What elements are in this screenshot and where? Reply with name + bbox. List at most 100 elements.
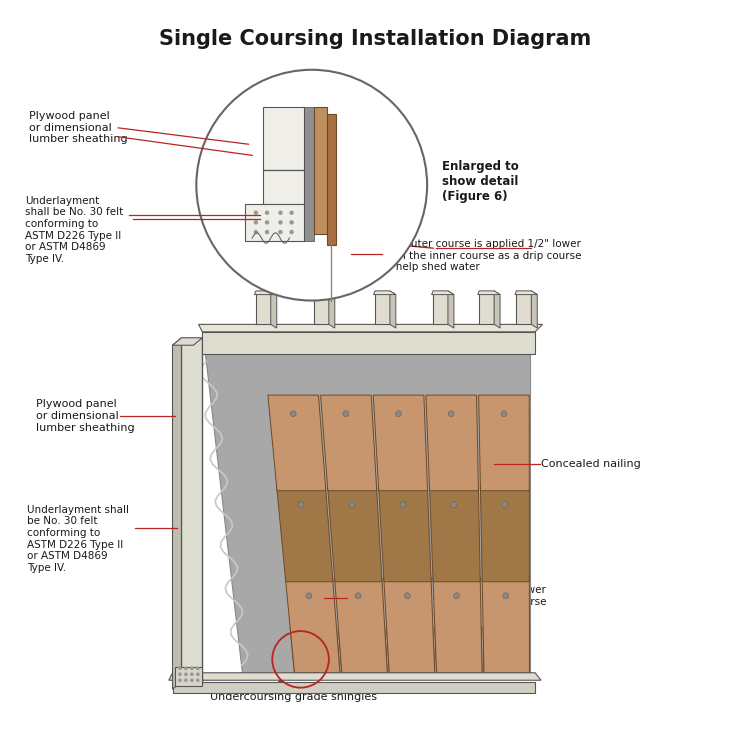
Circle shape [178, 678, 182, 682]
Circle shape [196, 667, 200, 670]
Text: Underlayment shall
be No. 30 felt
conforming to
ASTM D226 Type II
or ASTM D4869
: Underlayment shall be No. 30 felt confor… [27, 505, 129, 573]
Circle shape [254, 211, 258, 215]
Polygon shape [494, 291, 500, 328]
Circle shape [501, 411, 507, 417]
Polygon shape [375, 291, 390, 325]
Polygon shape [379, 486, 431, 582]
Polygon shape [433, 291, 448, 325]
Polygon shape [320, 395, 376, 490]
Polygon shape [304, 107, 314, 241]
Polygon shape [313, 291, 334, 295]
Polygon shape [374, 395, 427, 490]
Polygon shape [328, 291, 334, 328]
Polygon shape [390, 291, 396, 328]
Polygon shape [268, 395, 326, 490]
Polygon shape [482, 578, 530, 673]
Polygon shape [326, 115, 335, 244]
Circle shape [451, 502, 457, 508]
Circle shape [503, 592, 509, 598]
Text: Plywood panel
or dimensional
lumber sheathing: Plywood panel or dimensional lumber shea… [28, 111, 128, 145]
Circle shape [178, 673, 182, 676]
Polygon shape [517, 291, 531, 325]
Circle shape [265, 211, 269, 215]
Polygon shape [182, 338, 203, 682]
Text: Plywood panel
or dimensional
lumber sheathing: Plywood panel or dimensional lumber shea… [36, 399, 135, 433]
Polygon shape [448, 291, 454, 328]
Circle shape [278, 211, 283, 215]
Text: Undercoursing grade shingles: Undercoursing grade shingles [209, 692, 376, 701]
Circle shape [298, 502, 304, 508]
Circle shape [265, 230, 269, 234]
Circle shape [404, 592, 410, 598]
Polygon shape [435, 627, 482, 673]
Circle shape [290, 230, 294, 234]
Circle shape [184, 673, 188, 676]
Polygon shape [384, 578, 435, 673]
Circle shape [178, 667, 182, 670]
Polygon shape [277, 486, 333, 582]
Polygon shape [254, 291, 277, 295]
Polygon shape [430, 486, 480, 582]
Polygon shape [386, 627, 435, 673]
Polygon shape [176, 667, 202, 686]
Text: Single Coursing Installation Diagram: Single Coursing Installation Diagram [159, 28, 591, 49]
Circle shape [190, 667, 194, 670]
Circle shape [343, 411, 349, 417]
Polygon shape [314, 107, 326, 233]
Polygon shape [478, 291, 500, 295]
Polygon shape [263, 107, 305, 170]
Polygon shape [256, 291, 271, 325]
Polygon shape [263, 170, 305, 204]
Polygon shape [328, 486, 382, 582]
Polygon shape [481, 486, 530, 582]
Circle shape [265, 220, 269, 224]
Polygon shape [285, 578, 340, 673]
Polygon shape [206, 354, 530, 673]
Text: The outer course is applied 1/2" lower
than the inner course as a drip course
to: The outer course is applied 1/2" lower t… [346, 586, 546, 619]
Polygon shape [290, 627, 340, 673]
Text: Concealed nailing: Concealed nailing [541, 459, 640, 470]
Circle shape [454, 592, 460, 598]
Circle shape [400, 502, 406, 508]
Circle shape [184, 678, 188, 682]
Circle shape [306, 592, 312, 598]
Circle shape [254, 220, 258, 224]
Polygon shape [426, 395, 478, 490]
Circle shape [254, 230, 258, 234]
Polygon shape [483, 627, 530, 673]
Polygon shape [199, 325, 542, 332]
Text: Underlayment
shall be No. 30 felt
conforming to
ASTM D226 Type II
or ASTM D4869
: Underlayment shall be No. 30 felt confor… [25, 196, 123, 264]
Circle shape [356, 592, 361, 598]
Circle shape [290, 220, 294, 224]
Circle shape [190, 678, 194, 682]
Polygon shape [172, 682, 535, 693]
Polygon shape [244, 204, 304, 241]
Circle shape [349, 502, 355, 508]
Circle shape [290, 211, 294, 215]
Polygon shape [314, 291, 328, 325]
Polygon shape [479, 291, 494, 325]
Polygon shape [478, 395, 530, 490]
Circle shape [278, 230, 283, 234]
Polygon shape [531, 291, 537, 328]
Polygon shape [431, 291, 454, 295]
Circle shape [196, 673, 200, 676]
Text: The outer course is applied 1/2" lower
than the inner course as a drip course
to: The outer course is applied 1/2" lower t… [382, 239, 582, 272]
Polygon shape [433, 578, 482, 673]
Circle shape [196, 70, 427, 301]
Polygon shape [374, 291, 396, 295]
Polygon shape [172, 338, 182, 689]
Circle shape [395, 411, 401, 417]
Polygon shape [515, 291, 537, 295]
Circle shape [290, 411, 296, 417]
Circle shape [502, 502, 508, 508]
Polygon shape [271, 291, 277, 328]
Circle shape [448, 411, 454, 417]
Circle shape [190, 673, 194, 676]
Circle shape [184, 667, 188, 670]
Polygon shape [338, 627, 387, 673]
Polygon shape [172, 338, 202, 345]
Circle shape [278, 220, 283, 224]
Text: Enlarged to
show detail
(Figure 6): Enlarged to show detail (Figure 6) [442, 160, 519, 203]
Circle shape [196, 678, 200, 682]
